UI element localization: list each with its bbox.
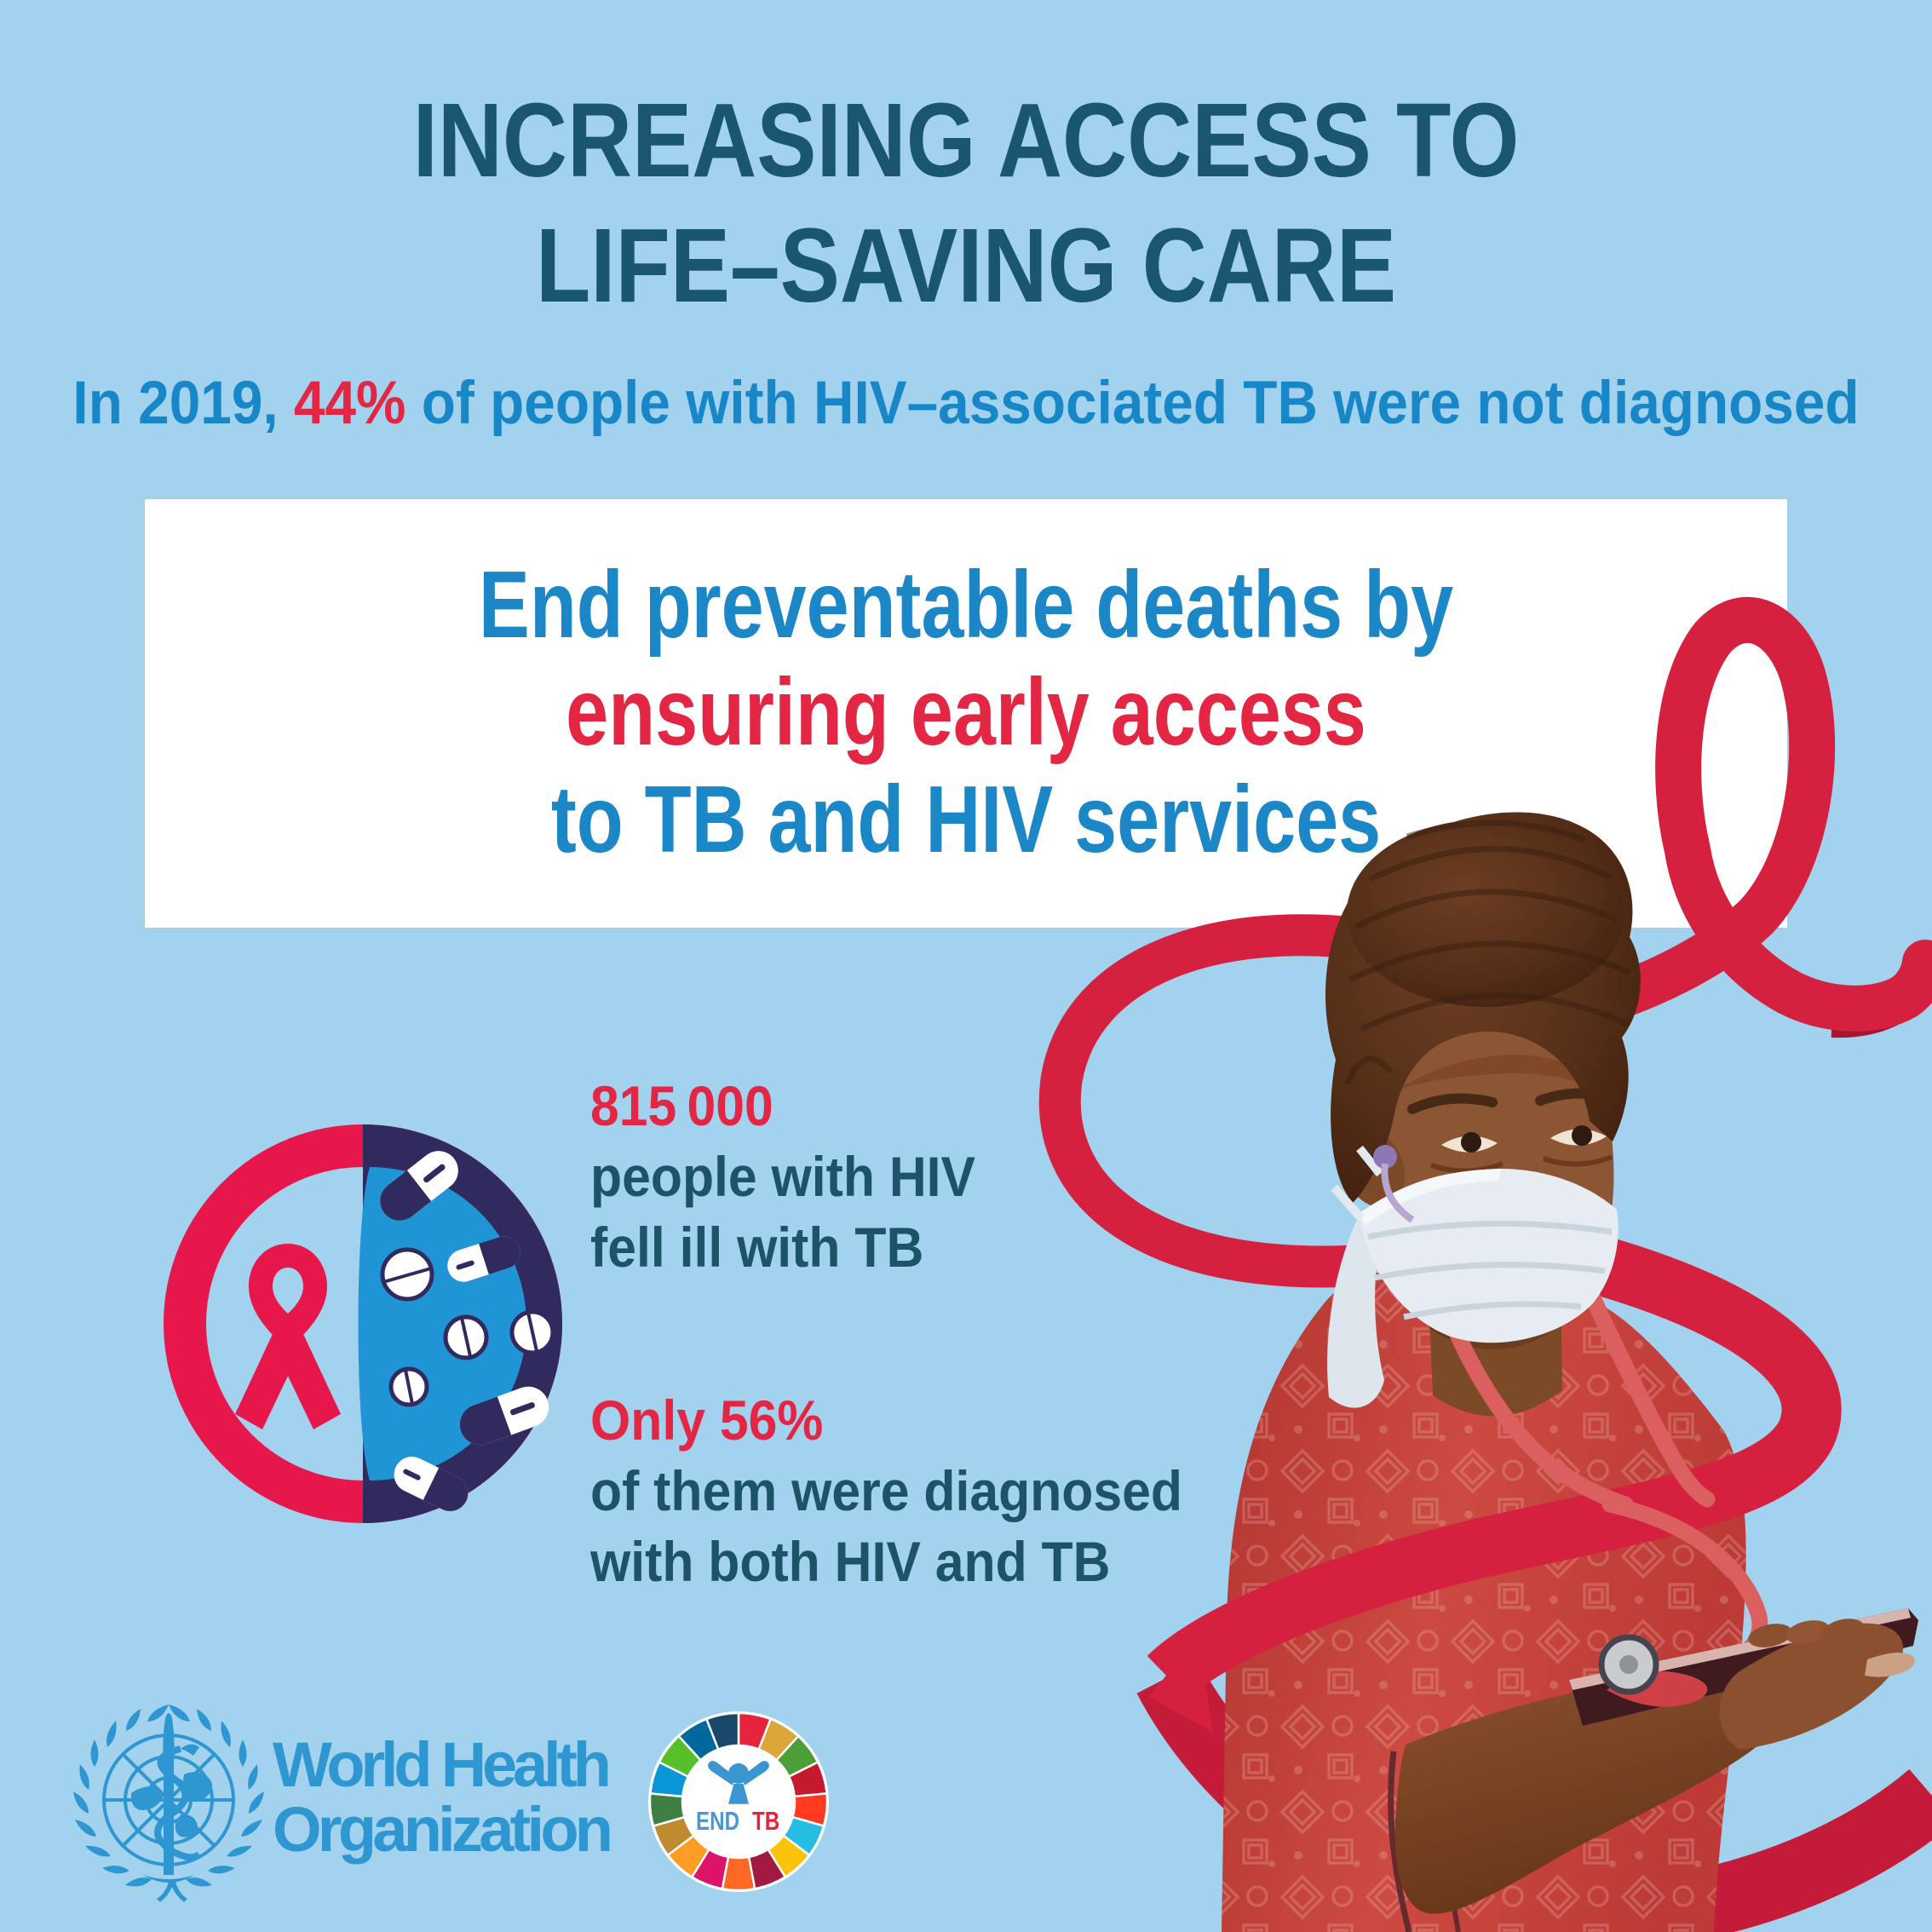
svg-text:TB: TB <box>752 1806 779 1836</box>
svg-text:World Health: World Health <box>273 1729 612 1800</box>
svg-text:Organization: Organization <box>273 1794 613 1865</box>
svg-text:END: END <box>696 1806 739 1836</box>
